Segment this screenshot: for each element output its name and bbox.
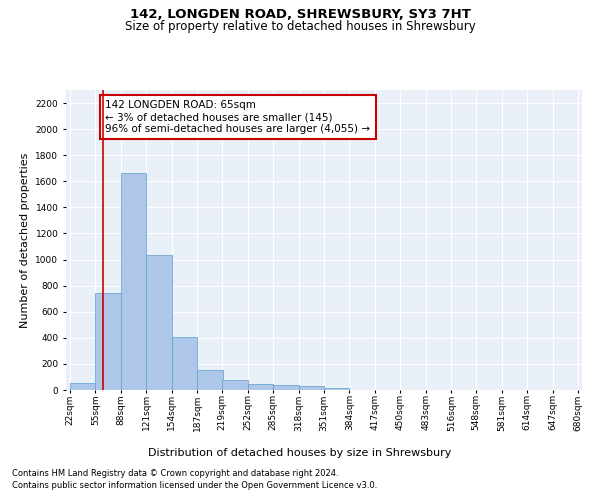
Bar (197, 370, 223, 390)
Text: Contains HM Land Registry data © Crown copyright and database right 2024.: Contains HM Land Registry data © Crown c… (12, 468, 338, 477)
Text: 142, LONGDEN ROAD, SHREWSBURY, SY3 7HT: 142, LONGDEN ROAD, SHREWSBURY, SY3 7HT (130, 8, 470, 20)
Text: Size of property relative to detached houses in Shrewsbury: Size of property relative to detached ho… (125, 20, 475, 33)
Bar (172, 337, 197, 390)
Bar (121, 173, 146, 390)
Bar (299, 386, 324, 390)
Bar (273, 385, 299, 390)
Bar (146, 255, 172, 390)
Text: Distribution of detached houses by size in Shrewsbury: Distribution of detached houses by size … (148, 448, 452, 458)
Bar (70, 384, 95, 390)
Bar (222, 380, 248, 390)
Bar (95, 293, 121, 390)
Text: Contains public sector information licensed under the Open Government Licence v3: Contains public sector information licen… (12, 481, 377, 490)
Bar (324, 388, 349, 390)
Bar (248, 384, 273, 390)
Y-axis label: Number of detached properties: Number of detached properties (20, 152, 30, 328)
Text: 142 LONGDEN ROAD: 65sqm
← 3% of detached houses are smaller (145)
96% of semi-de: 142 LONGDEN ROAD: 65sqm ← 3% of detached… (106, 100, 370, 134)
